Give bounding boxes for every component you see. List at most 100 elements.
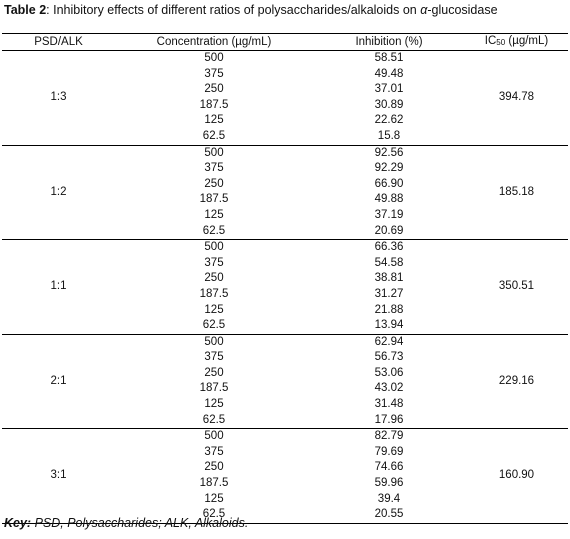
caption-text: : Inhibitory effects of different ratios… bbox=[46, 3, 421, 17]
concentration-cell: 375 bbox=[204, 351, 224, 364]
ratio-cell: 1:1 bbox=[2, 239, 115, 335]
concentration-cell: 125 bbox=[204, 492, 224, 505]
ic-prefix: IC bbox=[484, 35, 497, 47]
ic50-cell: 394.78 bbox=[465, 50, 568, 146]
concentration-cell: 62.5 bbox=[202, 413, 226, 426]
header-ic50: IC50 (µg/mL) bbox=[465, 33, 568, 51]
inhibition-cell: 20.69 bbox=[374, 224, 404, 237]
table-row: 375 92.29 bbox=[2, 161, 568, 177]
inhibition-cell: 66.36 bbox=[313, 239, 465, 256]
concentration-cell: 62.5 bbox=[202, 224, 226, 237]
inhibition-cell: 37.01 bbox=[374, 83, 404, 96]
concentration-cell: 250 bbox=[204, 461, 224, 474]
concentration-cell: 62.5 bbox=[202, 319, 226, 332]
concentration-cell: 375 bbox=[204, 256, 224, 269]
inhibition-cell: 31.27 bbox=[374, 287, 404, 300]
inhibition-cell: 54.58 bbox=[374, 256, 404, 269]
inhibition-cell: 53.06 bbox=[374, 366, 404, 379]
inhibition-cell: 39.4 bbox=[377, 492, 401, 505]
ratio-cell: 1:3 bbox=[2, 50, 115, 146]
concentration-cell: 125 bbox=[204, 398, 224, 411]
alpha-symbol: α bbox=[420, 3, 428, 17]
inhibition-cell: 82.79 bbox=[313, 428, 465, 445]
table-row: 187.5 31.27 bbox=[2, 287, 568, 303]
concentration-cell: 187.5 bbox=[199, 193, 229, 206]
ratio-cell: 3:1 bbox=[2, 428, 115, 524]
inhibition-cell: 79.69 bbox=[374, 445, 404, 458]
inhibition-cell: 56.73 bbox=[374, 351, 404, 364]
concentration-cell: 62.5 bbox=[202, 129, 226, 142]
table-row: 250 66.90 bbox=[2, 177, 568, 193]
inhibition-cell: 92.56 bbox=[313, 144, 465, 162]
inhibition-cell: 13.94 bbox=[374, 319, 404, 332]
table-row: 250 74.66 bbox=[2, 460, 568, 476]
inhibition-cell: 74.66 bbox=[374, 461, 404, 474]
inhibition-cell: 58.51 bbox=[313, 49, 465, 67]
ic-suffix: (µg/mL) bbox=[505, 35, 549, 47]
inhibition-cell: 37.19 bbox=[374, 208, 404, 221]
table-row: 375 54.58 bbox=[2, 256, 568, 272]
concentration-cell: 375 bbox=[204, 67, 224, 80]
key-text: PSD, Polysaccharides; ALK, Alkaloids. bbox=[31, 516, 249, 530]
caption-text-end: -glucosidase bbox=[427, 3, 498, 17]
table-row: 187.5 59.96 bbox=[2, 476, 568, 492]
inhibition-cell: 15.8 bbox=[377, 129, 401, 142]
concentration-cell: 250 bbox=[204, 366, 224, 379]
table-row: 62.5 20.55 bbox=[2, 507, 568, 524]
table-row: 62.5 13.94 bbox=[2, 318, 568, 334]
concentration-cell: 187.5 bbox=[199, 382, 229, 395]
table-row: 187.5 30.89 bbox=[2, 98, 568, 114]
concentration-cell: 500 bbox=[115, 239, 313, 256]
table-row: 1:2 500 92.56 185.18 bbox=[2, 144, 568, 240]
header-row: PSD/ALK Concentration (µg/mL) Inhibition… bbox=[2, 33, 568, 51]
concentration-cell: 375 bbox=[204, 445, 224, 458]
table-row: 187.5 43.02 bbox=[2, 381, 568, 397]
table-row: 3:1 500 82.79 160.90 bbox=[2, 428, 568, 524]
inhibition-cell: 22.62 bbox=[374, 114, 404, 127]
concentration-cell: 500 bbox=[115, 333, 313, 351]
concentration-cell: 500 bbox=[115, 144, 313, 162]
inhibition-cell: 38.81 bbox=[374, 272, 404, 285]
table-row: 125 31.48 bbox=[2, 397, 568, 413]
inhibition-cell: 62.94 bbox=[313, 333, 465, 351]
ic50-cell: 229.16 bbox=[465, 333, 568, 429]
inhibition-cell: 43.02 bbox=[374, 382, 404, 395]
inhibition-cell: 92.29 bbox=[374, 162, 404, 175]
concentration-cell: 125 bbox=[204, 114, 224, 127]
concentration-cell: 250 bbox=[204, 272, 224, 285]
inhibition-cell: 17.96 bbox=[374, 413, 404, 426]
table-key: Key: PSD, Polysaccharides; ALK, Alkaloid… bbox=[4, 516, 248, 530]
concentration-cell: 125 bbox=[204, 208, 224, 221]
ic50-cell: 160.90 bbox=[465, 428, 568, 524]
ratio-cell: 2:1 bbox=[2, 333, 115, 429]
header-inhibition: Inhibition (%) bbox=[313, 33, 465, 51]
header-ratio: PSD/ALK bbox=[2, 33, 115, 51]
table-row: 62.5 15.8 bbox=[2, 129, 568, 145]
table-row: 187.5 49.88 bbox=[2, 192, 568, 208]
table-row: 125 21.88 bbox=[2, 303, 568, 319]
ic-subscript: 50 bbox=[496, 38, 506, 47]
table-row: 2:1 500 62.94 229.16 bbox=[2, 333, 568, 429]
table-row: 125 22.62 bbox=[2, 113, 568, 129]
concentration-cell: 62.5 bbox=[115, 507, 313, 524]
inhibition-cell: 21.88 bbox=[374, 303, 404, 316]
concentration-cell: 125 bbox=[204, 303, 224, 316]
inhibition-cell: 31.48 bbox=[374, 398, 404, 411]
inhibition-cell: 49.88 bbox=[374, 193, 404, 206]
table-row: 62.5 17.96 bbox=[2, 413, 568, 429]
table-row: 125 39.4 bbox=[2, 492, 568, 508]
table-row: 250 37.01 bbox=[2, 82, 568, 98]
concentration-cell: 187.5 bbox=[199, 287, 229, 300]
table-row: 1:1 500 66.36 350.51 bbox=[2, 239, 568, 335]
concentration-cell: 500 bbox=[115, 49, 313, 67]
table-row: 375 49.48 bbox=[2, 67, 568, 83]
concentration-cell: 250 bbox=[204, 83, 224, 96]
table-row: 375 79.69 bbox=[2, 445, 568, 461]
key-label: Key: bbox=[4, 516, 32, 530]
table-row: 125 37.19 bbox=[2, 208, 568, 224]
ic50-cell: 350.51 bbox=[465, 239, 568, 335]
concentration-cell: 375 bbox=[204, 162, 224, 175]
concentration-cell: 500 bbox=[115, 428, 313, 445]
inhibition-cell: 66.90 bbox=[374, 177, 404, 190]
inhibition-cell: 49.48 bbox=[374, 67, 404, 80]
